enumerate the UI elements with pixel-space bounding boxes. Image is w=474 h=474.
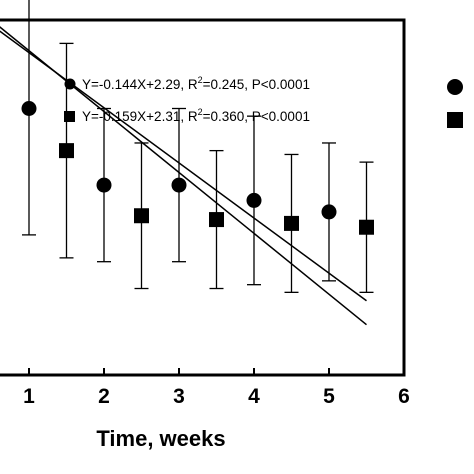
x-tick-label-3: 3 (173, 385, 185, 408)
x-axis-ticks: 1 2 3 4 5 6 (23, 368, 410, 408)
x-tick-label-6: 6 (398, 385, 410, 408)
data-point-square-3 (284, 215, 299, 231)
data-point-circle-4 (321, 204, 337, 220)
x-tick-label-5: 5 (323, 385, 335, 408)
data-point-circle-0 (21, 101, 37, 116)
annotation-circle-text-b: =0.245, P<0.0001 (203, 77, 310, 92)
annotation-square-text-a: Y=-0.159X+2.31, R (82, 109, 198, 124)
data-point-square-1 (134, 208, 149, 224)
data-point-circle-3 (246, 192, 262, 208)
annotation-circle-text-sup: 2 (198, 75, 203, 85)
legend-square-marker (447, 112, 463, 128)
plot-frame (0, 18, 406, 377)
annotation-square-marker (64, 111, 75, 122)
fit-line-circle (0, 30, 367, 302)
annotation-circle-text: Y=-0.144X+2.29, R2=0.245, P<0.0001 (82, 75, 310, 92)
data-point-square-2 (209, 212, 224, 228)
error-bars (22, 0, 374, 293)
legend-partial (447, 79, 463, 128)
x-tick-label-2: 2 (98, 385, 110, 408)
legend-circle-marker (447, 79, 463, 95)
annotations: Y=-0.144X+2.29, R2=0.245, P<0.0001 Y=-0.… (64, 75, 310, 124)
markers (21, 101, 374, 235)
annotation-circle: Y=-0.144X+2.29, R2=0.245, P<0.0001 (64, 75, 310, 92)
x-tick-label-4: 4 (248, 385, 260, 408)
data-point-square-0 (59, 143, 74, 159)
data-point-circle-1 (96, 177, 112, 193)
x-tick-label-1: 1 (23, 385, 35, 408)
annotation-square-text-sup: 2 (198, 107, 203, 117)
data-point-circle-2 (171, 177, 187, 193)
data-point-square-4 (359, 219, 374, 235)
fit-lines (0, 26, 367, 326)
fit-line-square (0, 26, 367, 326)
x-axis-title: Time, weeks (96, 426, 225, 451)
annotation-circle-text-a: Y=-0.144X+2.29, R (82, 77, 198, 92)
